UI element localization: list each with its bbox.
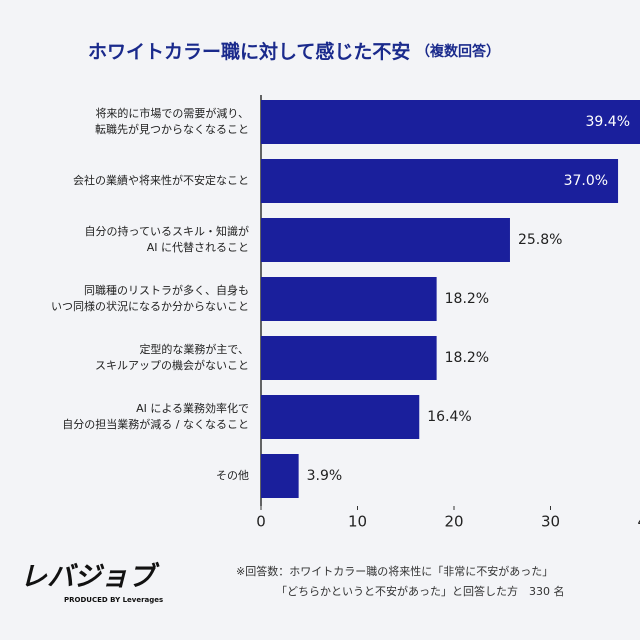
category-line: AI による業務効率化で <box>136 401 249 415</box>
chart-title: ホワイトカラー職に対して感じた不安 <box>88 40 410 63</box>
bar <box>261 336 437 380</box>
chart-subtitle: （複数回答） <box>416 43 500 60</box>
category-label: 定型的な業務が主で、スキルアップの機会がないこと <box>95 342 249 372</box>
category-line: いつ同様の状況になるか分からないこと <box>51 299 249 313</box>
category-line: 自分の持っているスキル・知識が <box>85 224 249 238</box>
x-tick-label: 40 <box>637 513 640 531</box>
bar <box>261 277 437 321</box>
category-label: 同職種のリストラが多く、自身もいつ同様の状況になるか分からないこと <box>51 283 249 313</box>
category-label: AI による業務効率化で自分の担当業務が減る / なくなること <box>62 401 249 431</box>
category-line: 会社の業績や将来性が不安定なこと <box>73 173 249 187</box>
logo-name: レバジョブ <box>20 562 160 593</box>
chart-title-group: ホワイトカラー職に対して感じた不安 （複数回答） <box>88 40 500 63</box>
value-label: 37.0% <box>564 173 608 189</box>
bar <box>261 218 510 262</box>
category-line: スキルアップの機会がないこと <box>95 358 249 372</box>
value-label: 18.2% <box>445 291 489 307</box>
category-label: 自分の持っているスキル・知識が AI に代替されること <box>85 224 249 254</box>
category-line: 同職種のリストラが多く、自身も <box>84 283 249 297</box>
category-label: 将来的に市場での需要が減り、転職先が見つからなくなること <box>95 106 249 136</box>
category-line: 自分の担当業務が減る / なくなること <box>62 417 249 431</box>
x-tick-label: 10 <box>348 513 367 531</box>
bar <box>261 159 619 203</box>
value-label: 3.9% <box>307 468 343 484</box>
x-tick-label: 30 <box>541 513 560 531</box>
value-label: 18.2% <box>445 350 489 366</box>
bar <box>261 454 299 498</box>
category-line: 定型的な業務が主で、 <box>139 342 249 356</box>
value-label: 39.4% <box>586 114 630 130</box>
category-line: 転職先が見つからなくなること <box>95 122 249 136</box>
x-tick-label: 20 <box>444 513 463 531</box>
category-label: 会社の業績や将来性が不安定なこと <box>73 173 249 187</box>
category-label: その他 <box>216 469 249 482</box>
bar <box>261 395 420 439</box>
value-label: 16.4% <box>427 409 471 425</box>
category-line: 将来的に市場での需要が減り、 <box>95 106 249 120</box>
category-line: その他 <box>216 469 249 482</box>
note: ※回答数：ホワイトカラー職の将来性に「非常に不安があった」 <box>236 564 553 578</box>
x-tick-label: 0 <box>256 513 266 531</box>
value-label: 25.8% <box>518 232 562 248</box>
logo-tagline: PRODUCED BY Leverages <box>64 596 163 604</box>
note: 「どちらかというと不安があった」と回答した方 330 名 <box>276 584 565 598</box>
category-line: AI に代替されること <box>147 240 249 254</box>
bar <box>261 100 640 144</box>
